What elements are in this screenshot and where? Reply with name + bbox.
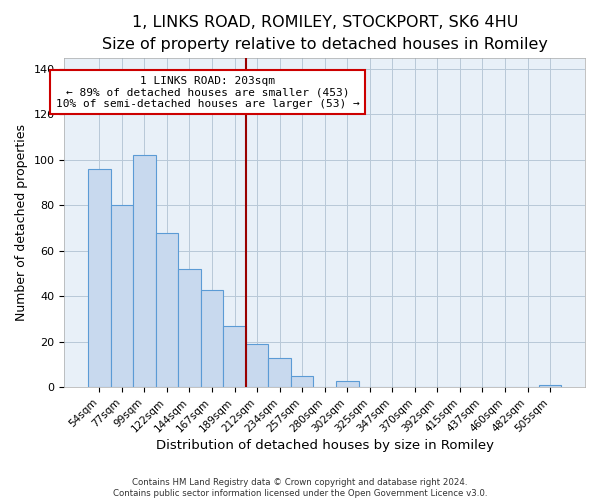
Bar xyxy=(268,358,291,388)
Text: Contains HM Land Registry data © Crown copyright and database right 2024.
Contai: Contains HM Land Registry data © Crown c… xyxy=(113,478,487,498)
Bar xyxy=(539,385,562,388)
Bar xyxy=(88,169,110,388)
Text: 1 LINKS ROAD: 203sqm
← 89% of detached houses are smaller (453)
10% of semi-deta: 1 LINKS ROAD: 203sqm ← 89% of detached h… xyxy=(56,76,359,109)
Bar xyxy=(133,156,155,388)
Bar xyxy=(178,269,201,388)
X-axis label: Distribution of detached houses by size in Romiley: Distribution of detached houses by size … xyxy=(156,440,494,452)
Bar xyxy=(223,326,246,388)
Bar xyxy=(155,232,178,388)
Bar xyxy=(336,380,359,388)
Bar xyxy=(291,376,313,388)
Title: 1, LINKS ROAD, ROMILEY, STOCKPORT, SK6 4HU
Size of property relative to detached: 1, LINKS ROAD, ROMILEY, STOCKPORT, SK6 4… xyxy=(102,15,548,52)
Y-axis label: Number of detached properties: Number of detached properties xyxy=(15,124,28,321)
Bar xyxy=(201,290,223,388)
Bar xyxy=(246,344,268,388)
Bar xyxy=(110,206,133,388)
